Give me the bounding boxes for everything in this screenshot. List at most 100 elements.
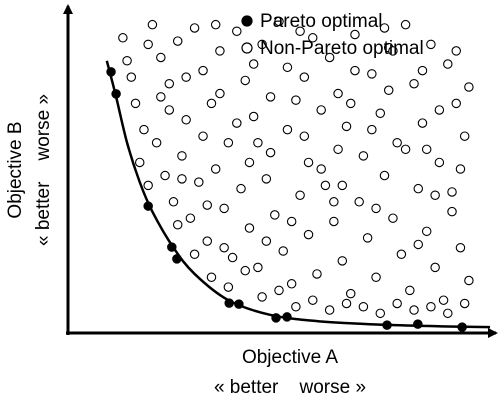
data-point	[371, 272, 381, 282]
data-point	[447, 206, 457, 217]
data-point	[295, 190, 305, 200]
data-point	[143, 39, 153, 50]
data-point	[451, 98, 461, 109]
data-point	[167, 242, 177, 252]
data-point	[299, 131, 310, 141]
data-point	[421, 144, 432, 155]
data-point	[367, 124, 377, 135]
data-point	[172, 220, 183, 230]
data-point	[464, 275, 474, 286]
data-point	[329, 216, 339, 227]
data-point	[443, 308, 453, 319]
data-point	[337, 180, 348, 191]
data-point	[261, 174, 272, 184]
data-point	[324, 52, 335, 63]
data-point	[299, 72, 310, 82]
legend-label: Pareto optimal	[260, 11, 383, 32]
data-point	[455, 164, 466, 174]
data-point	[400, 144, 411, 155]
data-point	[147, 19, 158, 30]
data-point	[265, 147, 276, 158]
data-point	[312, 269, 322, 279]
data-point	[286, 279, 297, 289]
data-point	[232, 26, 242, 36]
data-point	[459, 131, 470, 141]
legend-marker	[241, 15, 253, 27]
data-point	[413, 319, 423, 329]
data-point	[303, 229, 314, 240]
data-point	[139, 124, 149, 135]
data-point	[215, 46, 225, 56]
data-point	[126, 72, 137, 82]
data-point	[253, 262, 263, 273]
data-point	[177, 151, 187, 161]
data-point	[189, 249, 200, 260]
data-point	[168, 197, 179, 207]
data-point	[392, 298, 402, 309]
data-point	[308, 295, 318, 305]
data-point	[224, 298, 234, 308]
data-point	[248, 59, 259, 69]
data-point	[194, 177, 204, 187]
data-point	[164, 78, 175, 89]
data-point	[291, 302, 301, 312]
data-point	[405, 285, 415, 296]
x-axis-label: Objective A	[242, 347, 338, 368]
data-point	[122, 56, 132, 66]
data-point	[362, 233, 373, 243]
data-point	[265, 92, 276, 102]
data-point	[447, 187, 457, 197]
data-point	[210, 19, 221, 30]
data-point	[181, 115, 191, 125]
data-point	[295, 26, 305, 36]
data-point	[333, 88, 343, 99]
data-point	[240, 75, 250, 86]
data-point	[219, 242, 229, 253]
data-point	[143, 180, 153, 191]
data-point	[282, 124, 293, 135]
data-point	[417, 118, 428, 128]
data-point	[320, 180, 331, 191]
x-axis-sublabel: « better worse »	[214, 377, 366, 398]
legend-marker	[241, 42, 253, 54]
data-point	[464, 82, 474, 92]
data-point	[316, 105, 326, 115]
data-point	[130, 98, 141, 109]
legend-label: Non-Pareto optimal	[260, 38, 424, 59]
data-point	[375, 308, 386, 319]
data-point	[206, 98, 217, 109]
data-point	[106, 67, 116, 77]
data-point	[400, 19, 411, 30]
data-point	[341, 298, 352, 309]
data-point	[345, 288, 356, 299]
data-point	[202, 200, 213, 210]
data-point	[156, 52, 166, 63]
data-point	[455, 242, 466, 253]
data-point	[210, 164, 221, 174]
data-point	[316, 164, 326, 174]
data-point	[430, 190, 440, 200]
data-point	[234, 299, 244, 309]
data-point	[202, 236, 213, 246]
data-point	[274, 16, 284, 27]
data-point	[350, 29, 360, 40]
data-point	[457, 322, 467, 332]
data-point	[278, 246, 288, 256]
y-axis-label: Objective B	[5, 121, 26, 218]
data-point	[426, 39, 436, 50]
data-point	[303, 157, 314, 168]
data-point	[172, 36, 183, 46]
data-point	[354, 197, 364, 207]
data-point	[198, 131, 208, 141]
data-point	[257, 39, 267, 50]
data-point	[358, 302, 369, 312]
data-point	[329, 197, 339, 207]
data-point	[172, 254, 182, 264]
data-point	[308, 33, 318, 43]
data-point	[324, 305, 335, 315]
data-point	[430, 262, 440, 273]
data-point	[367, 69, 377, 79]
data-point	[244, 223, 255, 233]
data-point	[392, 138, 402, 148]
